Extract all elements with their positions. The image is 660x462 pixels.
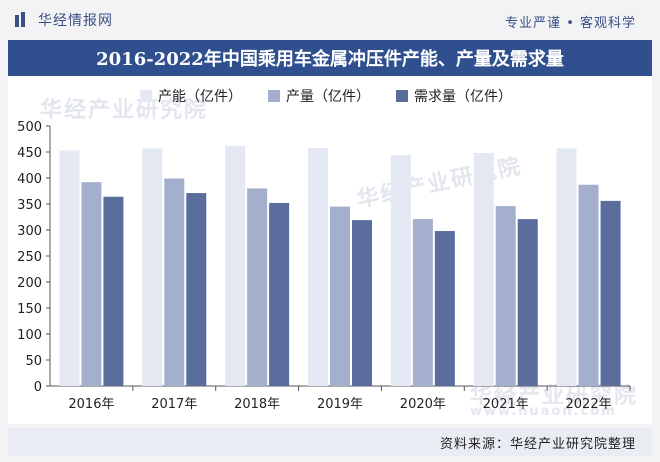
y-tick-label: 400 [17, 172, 42, 187]
bar-capacity [556, 148, 577, 386]
y-tick-label: 150 [17, 302, 42, 317]
bar-output [578, 184, 599, 386]
bar-demand [434, 231, 455, 386]
y-tick-label: 0 [34, 380, 42, 395]
x-tick-label: 2021年 [483, 397, 529, 412]
y-tick-label: 500 [17, 120, 42, 135]
y-tick-label: 100 [17, 328, 42, 343]
bar-capacity [308, 147, 328, 386]
slogan: 专业严谨 • 客观科学 [505, 16, 636, 31]
legend-item-capacity: 产能（亿件） [140, 86, 242, 106]
x-tick-label: 2020年 [400, 397, 446, 412]
legend-item-demand: 需求量（亿件） [396, 86, 512, 106]
bar-demand [600, 200, 621, 386]
legend-label-output: 产量（亿件） [286, 89, 370, 105]
top-bar: 华经情报网 专业严谨 • 客观科学 [0, 0, 660, 40]
watermark: 华经产业研究院 [40, 98, 209, 123]
y-tick-label: 250 [17, 250, 42, 265]
bar-capacity [473, 153, 494, 386]
chart-logo-icon [15, 12, 25, 27]
legend-swatch-output [268, 90, 280, 102]
legend: 产能（亿件） 产量（亿件） 需求量（亿件） [140, 86, 512, 106]
y-tick-label: 200 [17, 276, 42, 291]
brand-logo: 华经情报网 [14, 10, 113, 30]
y-tick-label: 300 [17, 224, 42, 239]
legend-swatch-capacity [140, 90, 152, 102]
y-tick-label: 350 [17, 198, 42, 213]
bar-capacity [225, 145, 246, 386]
bar-demand [186, 193, 207, 386]
bar-output [164, 178, 185, 386]
bar-output [330, 206, 350, 386]
legend-swatch-demand [396, 90, 408, 102]
brand-name: 华经情报网 [38, 13, 113, 29]
bar-capacity [142, 148, 163, 386]
bar-output [412, 219, 433, 386]
x-tick-label: 2022年 [566, 397, 612, 412]
x-tick-label: 2017年 [151, 397, 197, 412]
bar-demand [269, 202, 290, 386]
source-note: 资料来源：华经产业研究院整理 [8, 428, 652, 456]
x-tick-label: 2018年 [234, 397, 280, 412]
bar-demand [352, 220, 372, 386]
y-tick-label: 450 [17, 146, 42, 161]
bar-capacity [59, 150, 80, 386]
legend-label-capacity: 产能（亿件） [158, 89, 242, 105]
chart-title: 2016-2022年中国乘用车金属冲压件产能、产量及需求量 [8, 40, 652, 76]
y-tick-label: 50 [25, 354, 42, 369]
bar-output [495, 206, 516, 386]
watermark: www.huaon.com [470, 404, 617, 419]
x-tick-label: 2019年 [317, 397, 363, 412]
bar-output [81, 182, 102, 386]
bar-demand [517, 219, 538, 386]
bar-output [247, 188, 268, 386]
watermark: 华经产业研究院 [470, 384, 639, 409]
x-tick-label: 2016年 [68, 397, 114, 412]
legend-item-output: 产量（亿件） [268, 86, 370, 106]
legend-label-demand: 需求量（亿件） [414, 89, 512, 105]
bar-capacity [390, 155, 411, 386]
bar-demand [103, 196, 124, 386]
